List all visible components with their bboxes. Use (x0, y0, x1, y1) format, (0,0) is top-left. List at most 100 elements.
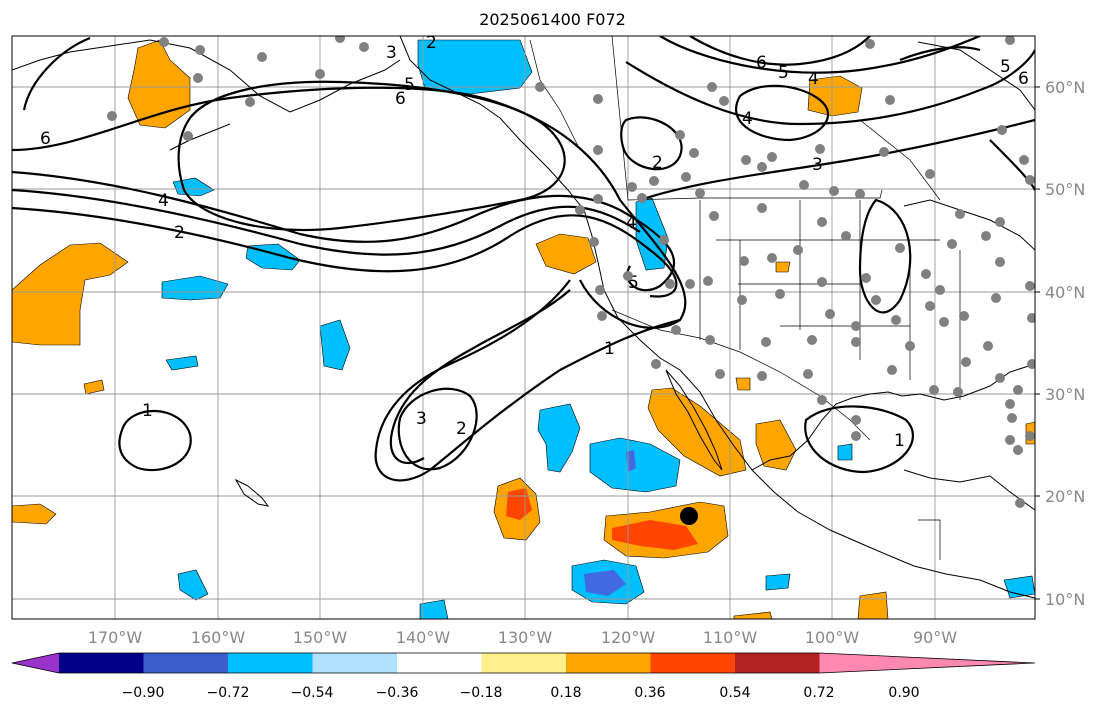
colorbar-tick-label: 0.54 (719, 685, 750, 701)
map-panel: 6 3 6 5 4 2 4 5 1 3 2 1 1 4 3 6 5 4 2 6 … (12, 36, 1035, 619)
positive-strong-area (612, 520, 698, 550)
station-dot (715, 369, 725, 379)
contour-label: 6 (756, 53, 767, 73)
contour-line (22, 36, 91, 111)
lat-label: 20°N (1045, 487, 1085, 506)
station-dot (959, 311, 969, 321)
station-dot (925, 301, 935, 311)
colorbar-extend-max (819, 653, 1035, 673)
colorbar-extend-min (12, 653, 59, 673)
station-dot (1027, 359, 1035, 369)
negative-area (837, 443, 853, 461)
station-dot (623, 271, 633, 281)
station-dot (991, 293, 1001, 303)
longitude-labels: 170°W 160°W 150°W 140°W 130°W 120°W 110°… (88, 628, 957, 647)
contour-label: 3 (812, 155, 823, 175)
station-dot (593, 145, 603, 155)
colorbar-ticks: −0.90 −0.72 −0.54 −0.36 −0.18 0.18 0.36 … (122, 685, 920, 701)
station-dot (851, 415, 861, 425)
lon-label: 90°W (913, 628, 957, 647)
contour-label: 5 (628, 273, 639, 293)
station-dot (825, 309, 835, 319)
station-dot (817, 395, 827, 405)
colorbar-tick-label: 0.18 (550, 685, 581, 701)
station-dot (961, 357, 971, 367)
contour-line (899, 46, 981, 62)
station-dot (851, 321, 861, 331)
contour-line (12, 206, 678, 298)
station-dot (741, 155, 751, 165)
station-dot (1025, 175, 1035, 185)
contour-label: 4 (158, 191, 169, 211)
contour-label: 4 (742, 109, 753, 129)
station-dot (1013, 385, 1023, 395)
positive-area (12, 503, 57, 525)
colorbar-segment (312, 653, 398, 673)
contour-label: 4 (808, 69, 819, 89)
station-dot (815, 144, 825, 154)
positive-area (127, 39, 191, 129)
station-dot (861, 273, 871, 283)
lon-label: 110°W (703, 628, 758, 647)
station-dot (947, 239, 957, 249)
contour-line (804, 405, 914, 474)
station-dot (995, 217, 1005, 227)
contour-line (12, 188, 641, 256)
contour-label: 1 (604, 339, 615, 359)
station-dot (981, 231, 991, 241)
station-dot (885, 95, 895, 105)
positive-area (733, 611, 773, 619)
station-dot (675, 130, 685, 140)
contour-line (689, 36, 871, 66)
station-dot (793, 245, 803, 255)
contours (12, 36, 1035, 482)
station-dot (1025, 431, 1035, 441)
negative-strong-area (584, 570, 626, 596)
lon-label: 170°W (88, 628, 143, 647)
station-dot (807, 335, 817, 345)
station-dot (1005, 36, 1015, 45)
contour-label: 1 (142, 401, 153, 421)
station-dot (757, 162, 767, 172)
contour-label: 5 (1000, 57, 1011, 77)
contour-label: 3 (386, 43, 397, 63)
colorbar-segment (735, 653, 820, 673)
contour-line (620, 116, 683, 171)
lat-label: 30°N (1045, 385, 1085, 404)
station-dot (1027, 313, 1035, 323)
station-dot (597, 311, 607, 321)
colorbar-tick-label: 0.72 (803, 685, 834, 701)
station-dot (739, 256, 749, 266)
contour-label: 2 (456, 419, 467, 439)
lon-label: 150°W (293, 628, 348, 647)
station-dot (359, 42, 369, 52)
station-dot (855, 189, 865, 199)
station-dot (1015, 498, 1025, 508)
contour-label: 6 (395, 89, 406, 109)
station-dot (689, 148, 699, 158)
station-dot (887, 365, 897, 375)
station-dot (593, 194, 603, 204)
lon-label: 100°W (805, 628, 860, 647)
contour-line (374, 279, 681, 482)
colorbar-tick-label: −0.54 (291, 685, 334, 701)
station-dot (627, 182, 637, 192)
station-dot (719, 96, 729, 106)
station-dot (705, 335, 715, 345)
lon-label: 160°W (191, 628, 246, 647)
positive-area (775, 261, 791, 273)
station-dot (257, 52, 267, 62)
station-dot (995, 257, 1005, 267)
contour-label: 3 (416, 409, 427, 429)
contour-label: 4 (626, 213, 637, 233)
station-dot (803, 369, 813, 379)
station-dot (757, 371, 767, 381)
station-dot (871, 295, 881, 305)
station-dot (1005, 435, 1015, 445)
station-dot (315, 69, 325, 79)
station-dot (665, 279, 675, 289)
station-dot (681, 172, 691, 182)
station-dot (595, 285, 605, 295)
negative-area (419, 599, 449, 619)
contour-line (397, 387, 478, 471)
